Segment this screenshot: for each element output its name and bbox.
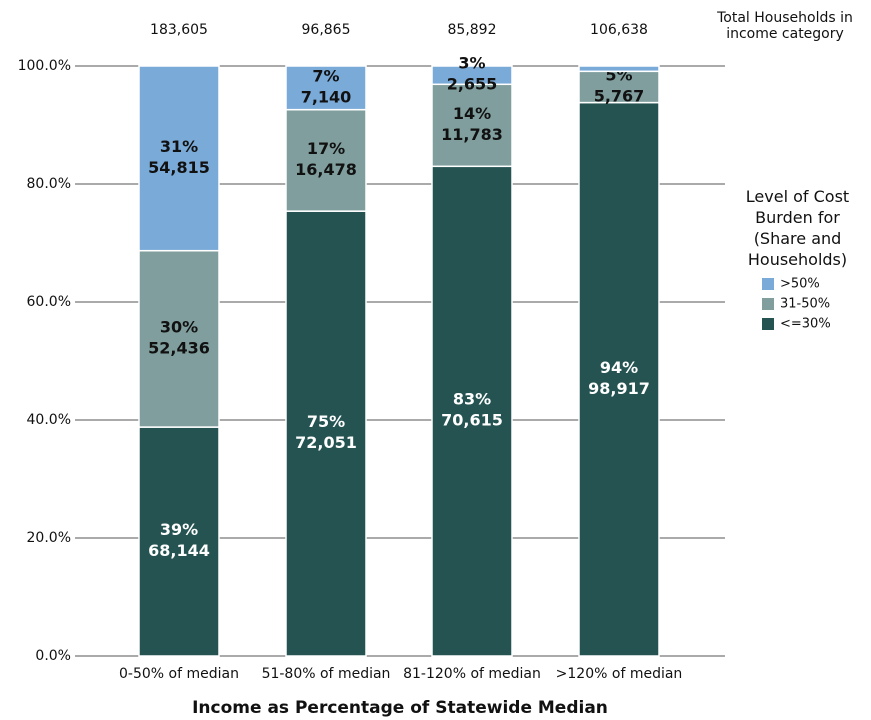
- total-label: 96,865: [302, 22, 351, 38]
- legend-label: 31-50%: [780, 297, 830, 312]
- household-label: 2,655: [447, 75, 498, 94]
- y-tick-label: 100.0%: [18, 58, 71, 74]
- value-label: 83%: [453, 390, 491, 409]
- value-label: 75%: [307, 412, 345, 431]
- value-label: 39%: [160, 520, 198, 539]
- value-label: 31%: [160, 137, 198, 156]
- legend-title: Level of Cost Burden for (Share and Hous…: [745, 187, 850, 269]
- bar-segment: [138, 426, 220, 657]
- total-label: 183,605: [150, 22, 208, 38]
- household-label: 98,917: [588, 379, 650, 398]
- total-label: 85,892: [448, 22, 497, 38]
- value-label: 3%: [458, 54, 485, 73]
- bar-segment: [578, 101, 660, 657]
- x-tick-label: 81-120% of median: [403, 666, 541, 682]
- y-tick-label: 0.0%: [35, 648, 71, 664]
- household-label: 16,478: [295, 160, 357, 179]
- value-label: 30%: [160, 317, 198, 336]
- x-tick-label: 0-50% of median: [119, 666, 239, 682]
- household-label: 52,436: [148, 338, 210, 357]
- y-tick-label: 60.0%: [27, 294, 71, 310]
- legend-label: >50%: [780, 277, 820, 292]
- bar-segment: [431, 83, 513, 168]
- value-label: 14%: [453, 104, 491, 123]
- bar-segment: [431, 165, 513, 657]
- household-label: 70,615: [441, 411, 503, 430]
- y-tick-label: 40.0%: [27, 412, 71, 428]
- x-tick-label: >120% of median: [556, 666, 683, 682]
- bar-segment: [138, 249, 220, 428]
- bar-segment: [138, 65, 220, 252]
- bar-segment: [578, 65, 660, 73]
- legend-label: <=30%: [780, 317, 831, 332]
- household-label: 54,815: [148, 158, 210, 177]
- legend-swatch: [762, 318, 774, 330]
- bar-segment: [285, 210, 367, 657]
- y-tick-label: 80.0%: [27, 176, 71, 192]
- household-label: 68,144: [148, 541, 210, 560]
- household-label: 7,140: [301, 87, 352, 106]
- household-label: 72,051: [295, 433, 357, 452]
- value-label: 94%: [600, 358, 638, 377]
- bar-segment: [285, 65, 367, 111]
- value-label: 17%: [307, 139, 345, 158]
- bar-segment: [285, 108, 367, 212]
- household-label: 11,783: [441, 125, 503, 144]
- x-axis-title: Income as Percentage of Statewide Median: [192, 698, 608, 718]
- totals-header: Total Households in income category: [717, 10, 853, 42]
- y-tick-label: 20.0%: [27, 530, 71, 546]
- value-label: 7%: [312, 66, 339, 85]
- x-tick-label: 51-80% of median: [262, 666, 391, 682]
- household-label: 5,767: [594, 86, 645, 105]
- bar-segment: [578, 70, 660, 104]
- total-label: 106,638: [590, 22, 648, 38]
- legend-swatch: [762, 278, 774, 290]
- legend-swatch: [762, 298, 774, 310]
- bar-segment: [431, 65, 513, 86]
